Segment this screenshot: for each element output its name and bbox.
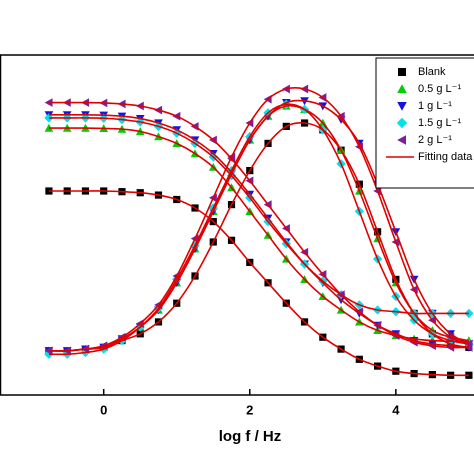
fit-line: [48, 114, 469, 349]
legend-marker: [396, 117, 408, 129]
fit-line: [48, 99, 470, 352]
x-tick-label: 4: [392, 402, 400, 417]
x-tick-label: 2: [246, 402, 253, 417]
x-tick-label: 0: [100, 402, 107, 417]
legend-label: 1.5 g L⁻¹: [418, 117, 461, 129]
legend-label: Blank: [418, 66, 446, 78]
legend-label: Fitting data: [418, 151, 473, 163]
legend-box: [375, 57, 474, 189]
legend-label: 2 g L⁻¹: [418, 134, 452, 146]
fit-line: [48, 117, 469, 315]
legend-marker: [397, 102, 407, 111]
fit-line: [48, 101, 469, 349]
plot-frame: [0, 54, 474, 396]
data-point: [44, 98, 53, 107]
legend-marker: [397, 135, 406, 145]
plot-area: [44, 84, 474, 395]
legend-label: 0.5 g L⁻¹: [418, 83, 461, 95]
fit-line: [48, 103, 470, 356]
legend: Blank 0.5 g L⁻¹ 1 g L⁻¹ 1.5 g L⁻¹ 2 g L⁻¹ Fit…: [375, 57, 474, 189]
legend-marker: [398, 68, 406, 76]
data-point: [44, 346, 53, 356]
legend-marker: [397, 84, 407, 93]
legend-label: 1 g L⁻¹: [418, 100, 452, 112]
x-axis-label: log f / Hz: [219, 428, 282, 445]
fit-line: [48, 190, 469, 377]
fit-line: [48, 87, 470, 352]
